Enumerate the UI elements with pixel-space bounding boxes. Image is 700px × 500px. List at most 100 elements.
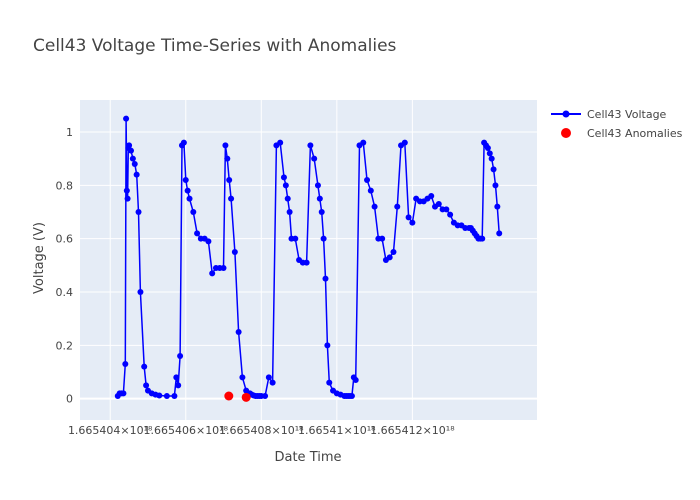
data-point-voltage xyxy=(479,235,486,242)
data-point-voltage xyxy=(320,235,327,242)
data-point-voltage xyxy=(171,393,178,399)
data-point-voltage xyxy=(322,275,329,282)
data-point-voltage xyxy=(133,171,140,178)
x-tick-label: 1.665406×10¹⁸ xyxy=(143,424,228,437)
data-point-voltage xyxy=(435,201,442,207)
data-point-voltage xyxy=(163,393,170,399)
data-point-voltage xyxy=(226,177,233,183)
x-tick-label: 1.665408×10¹⁸ xyxy=(219,424,304,437)
anomaly-points-group xyxy=(224,391,251,402)
data-point-voltage xyxy=(307,142,314,149)
data-point-voltage xyxy=(124,195,131,202)
data-point-voltage xyxy=(394,203,401,210)
data-point-voltage xyxy=(184,187,191,194)
y-tick-label: 0.8 xyxy=(56,179,74,192)
data-point-voltage xyxy=(314,182,321,189)
legend-label-voltage: Cell43 Voltage xyxy=(587,108,667,121)
data-point-voltage xyxy=(265,374,272,381)
data-point-voltage xyxy=(282,182,289,189)
data-point-voltage xyxy=(190,209,197,215)
legend-label-anomalies: Cell43 Anomalies xyxy=(587,127,683,140)
data-point-voltage xyxy=(280,174,287,181)
data-point-voltage xyxy=(364,177,371,183)
y-tick-label: 1 xyxy=(66,126,73,139)
data-point-voltage xyxy=(120,390,127,397)
data-point-voltage xyxy=(235,329,242,335)
data-point-voltage xyxy=(209,270,216,277)
data-point-voltage xyxy=(262,393,269,399)
data-point-voltage xyxy=(492,182,499,189)
data-point-voltage xyxy=(367,187,374,194)
series-points-group xyxy=(114,115,503,399)
data-point-voltage xyxy=(316,195,323,202)
legend-item-anomalies[interactable]: Cell43 Anomalies xyxy=(561,127,683,140)
data-point-voltage xyxy=(269,379,276,386)
data-point-voltage xyxy=(222,142,229,149)
data-point-voltage xyxy=(311,155,318,162)
data-point-voltage xyxy=(486,150,493,157)
y-tick-label: 0 xyxy=(66,393,73,406)
y-axis-title: Voltage (V) xyxy=(32,222,47,294)
data-point-voltage xyxy=(141,363,148,370)
data-point-voltage xyxy=(173,374,180,381)
data-point-voltage xyxy=(386,254,393,261)
data-point-voltage xyxy=(220,265,227,271)
y-tick-label: 0.2 xyxy=(56,339,74,352)
data-point-voltage xyxy=(129,155,136,162)
data-point-voltage xyxy=(137,289,144,295)
data-point-voltage xyxy=(303,259,310,266)
data-point-voltage xyxy=(484,145,491,151)
data-point-voltage xyxy=(318,209,325,215)
data-point-voltage xyxy=(405,214,412,221)
data-point-voltage xyxy=(127,147,134,154)
plot-background xyxy=(80,100,537,420)
x-axis-ticks: 1.665404×10¹⁸1.665406×10¹⁸1.665408×10¹⁸1… xyxy=(68,424,455,437)
data-point-voltage xyxy=(194,230,201,237)
data-point-voltage xyxy=(428,193,435,199)
legend-item-voltage[interactable]: Cell43 Voltage xyxy=(551,108,667,121)
data-point-voltage xyxy=(496,230,503,237)
data-point-voltage xyxy=(123,115,130,122)
data-point-voltage xyxy=(239,374,246,381)
x-axis-title: Date Time xyxy=(274,450,341,465)
data-point-voltage xyxy=(224,155,231,162)
data-point-voltage xyxy=(494,203,501,210)
data-point-voltage xyxy=(231,249,238,255)
x-tick-label: 1.665404×10¹⁸ xyxy=(68,424,153,437)
data-point-voltage xyxy=(180,139,187,146)
data-point-voltage xyxy=(390,249,397,255)
legend-marker-anomalies xyxy=(561,128,571,138)
data-point-voltage xyxy=(286,209,293,215)
data-point-anomaly xyxy=(241,392,251,402)
data-point-voltage xyxy=(175,382,182,389)
data-point-voltage xyxy=(143,382,150,389)
chart-title: Cell43 Voltage Time-Series with Anomalie… xyxy=(33,36,397,56)
data-point-voltage xyxy=(401,139,408,146)
data-point-voltage xyxy=(205,238,212,245)
data-point-voltage xyxy=(360,139,367,146)
data-point-voltage xyxy=(122,361,129,367)
data-point-voltage xyxy=(488,155,495,162)
y-tick-label: 0.4 xyxy=(56,286,74,299)
data-point-voltage xyxy=(131,161,138,167)
data-point-anomaly xyxy=(224,391,234,401)
data-point-voltage xyxy=(135,209,142,215)
data-point-voltage xyxy=(228,195,235,202)
y-tick-label: 0.6 xyxy=(56,233,74,246)
data-point-voltage xyxy=(177,353,184,359)
data-point-voltage xyxy=(379,235,386,242)
data-point-voltage xyxy=(326,379,333,386)
grid-lines xyxy=(80,100,537,420)
data-point-voltage xyxy=(284,195,291,202)
data-point-voltage xyxy=(186,195,193,202)
data-point-voltage xyxy=(277,139,284,146)
x-tick-label: 1.66541×10¹⁸ xyxy=(298,424,376,437)
data-point-voltage xyxy=(409,219,416,226)
data-point-voltage xyxy=(348,393,355,399)
data-point-voltage xyxy=(490,166,497,173)
data-point-voltage xyxy=(447,211,454,218)
legend-marker-voltage xyxy=(562,110,570,118)
legend[interactable]: Cell43 Voltage Cell43 Anomalies xyxy=(551,108,683,140)
data-point-voltage xyxy=(123,187,130,194)
